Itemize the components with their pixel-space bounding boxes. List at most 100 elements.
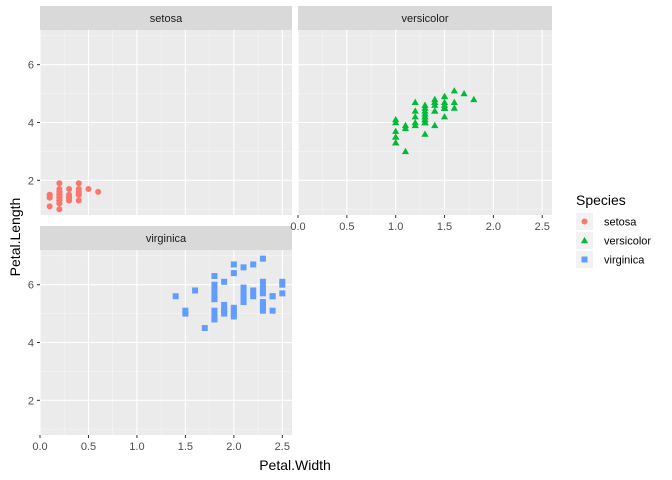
data-point bbox=[450, 87, 458, 94]
data-point bbox=[250, 261, 257, 268]
data-point bbox=[211, 296, 218, 303]
y-tick-label: 6 bbox=[28, 280, 34, 292]
data-point bbox=[411, 113, 419, 120]
data-point bbox=[259, 299, 266, 306]
y-tick-label: 4 bbox=[28, 338, 34, 350]
x-tick-label: 0.5 bbox=[81, 441, 96, 453]
legend-label: setosa bbox=[604, 217, 637, 229]
data-point bbox=[421, 130, 429, 137]
data-point bbox=[279, 290, 286, 297]
data-point bbox=[259, 304, 266, 311]
data-point bbox=[460, 89, 468, 97]
facet-panel-setosa: setosa bbox=[39, 6, 292, 215]
data-point bbox=[259, 284, 266, 291]
legend-entry-setosa: setosa bbox=[576, 213, 637, 230]
data-point bbox=[392, 127, 400, 134]
x-tick-label: 0.0 bbox=[290, 221, 305, 233]
x-tick-label: 2.5 bbox=[275, 441, 290, 453]
y-axis-title: Petal.Length bbox=[7, 198, 23, 277]
data-point bbox=[411, 118, 419, 126]
data-point bbox=[240, 293, 247, 300]
legend: Species setosa versicolor virginica bbox=[576, 192, 651, 268]
legend-label: virginica bbox=[604, 255, 645, 267]
x-tick-label: 1.5 bbox=[178, 441, 193, 453]
data-point bbox=[56, 194, 63, 201]
data-point bbox=[230, 261, 237, 268]
data-point bbox=[85, 185, 92, 192]
data-point bbox=[230, 270, 237, 277]
facet-strip bbox=[298, 6, 552, 30]
x-tick-label: 1.0 bbox=[129, 441, 144, 453]
legend-marker bbox=[581, 218, 588, 225]
data-point bbox=[411, 107, 419, 114]
data-point bbox=[75, 197, 82, 204]
y-tick-label: 2 bbox=[28, 395, 34, 407]
legend-marker bbox=[581, 256, 588, 263]
y-tick-label: 2 bbox=[28, 175, 34, 187]
data-point bbox=[269, 307, 276, 314]
data-point bbox=[401, 147, 410, 155]
legend-entry-virginica: virginica bbox=[576, 251, 645, 268]
data-point bbox=[46, 203, 53, 210]
x-tick-label: 0.0 bbox=[32, 441, 47, 453]
data-point bbox=[401, 124, 410, 131]
data-point bbox=[95, 188, 102, 195]
x-tick-label: 1.5 bbox=[437, 221, 452, 233]
x-tick-label: 2.5 bbox=[535, 221, 550, 233]
data-point bbox=[75, 180, 82, 187]
data-point bbox=[240, 284, 247, 291]
data-point bbox=[431, 121, 439, 129]
data-point bbox=[440, 98, 449, 105]
data-point bbox=[230, 313, 237, 320]
facet-strip-label: virginica bbox=[146, 233, 187, 245]
y-tick-label: 6 bbox=[28, 60, 34, 72]
data-point bbox=[66, 185, 73, 192]
data-point bbox=[56, 180, 63, 187]
data-point bbox=[421, 116, 429, 123]
data-point bbox=[230, 304, 237, 311]
facet-panel-versicolor: versicolor bbox=[297, 6, 552, 215]
data-point bbox=[392, 133, 400, 140]
legend-label: versicolor bbox=[604, 236, 651, 248]
data-point bbox=[56, 206, 63, 213]
data-point bbox=[250, 287, 257, 294]
x-axis-title: Petal.Width bbox=[259, 457, 331, 473]
data-point bbox=[221, 278, 228, 285]
x-tick-label: 0.5 bbox=[339, 221, 354, 233]
data-point bbox=[259, 290, 266, 297]
data-point bbox=[211, 281, 218, 288]
axes: 2 4 6 0.0 0.5 1.0 1.5 2.0 2.5 2 4 6 0.0 0.5 1.0 1.5 2.0 2… bbox=[28, 60, 550, 453]
legend-entry-versicolor: versicolor bbox=[576, 232, 651, 249]
x-tick-label: 2.0 bbox=[486, 221, 501, 233]
data-point bbox=[211, 316, 218, 323]
facet-strip-label: versicolor bbox=[401, 13, 448, 25]
x-tick-label: 2.0 bbox=[226, 441, 241, 453]
data-point bbox=[75, 191, 82, 198]
data-point bbox=[279, 278, 286, 285]
data-point bbox=[192, 287, 199, 294]
data-point bbox=[172, 293, 179, 300]
data-point bbox=[221, 301, 228, 308]
data-point bbox=[431, 107, 439, 114]
data-point bbox=[440, 92, 449, 100]
data-point bbox=[211, 307, 218, 314]
data-point bbox=[450, 98, 458, 105]
x-tick-label: 1.0 bbox=[388, 221, 403, 233]
data-point bbox=[221, 310, 228, 317]
data-point bbox=[259, 255, 266, 262]
data-point bbox=[431, 101, 439, 108]
data-point bbox=[211, 273, 218, 280]
data-point bbox=[211, 287, 218, 294]
legend-marker bbox=[580, 236, 589, 244]
data-point bbox=[440, 113, 449, 120]
data-point bbox=[240, 299, 247, 306]
facet-strip bbox=[40, 6, 292, 30]
data-point bbox=[201, 325, 208, 332]
data-point bbox=[240, 264, 247, 271]
facet-panels: setosa versicolor virginica bbox=[39, 6, 552, 435]
facet-panel-virginica: virginica bbox=[39, 226, 292, 435]
data-point bbox=[440, 104, 449, 111]
data-point bbox=[470, 95, 478, 103]
data-point bbox=[269, 293, 276, 300]
y-tick-label: 4 bbox=[28, 118, 34, 130]
